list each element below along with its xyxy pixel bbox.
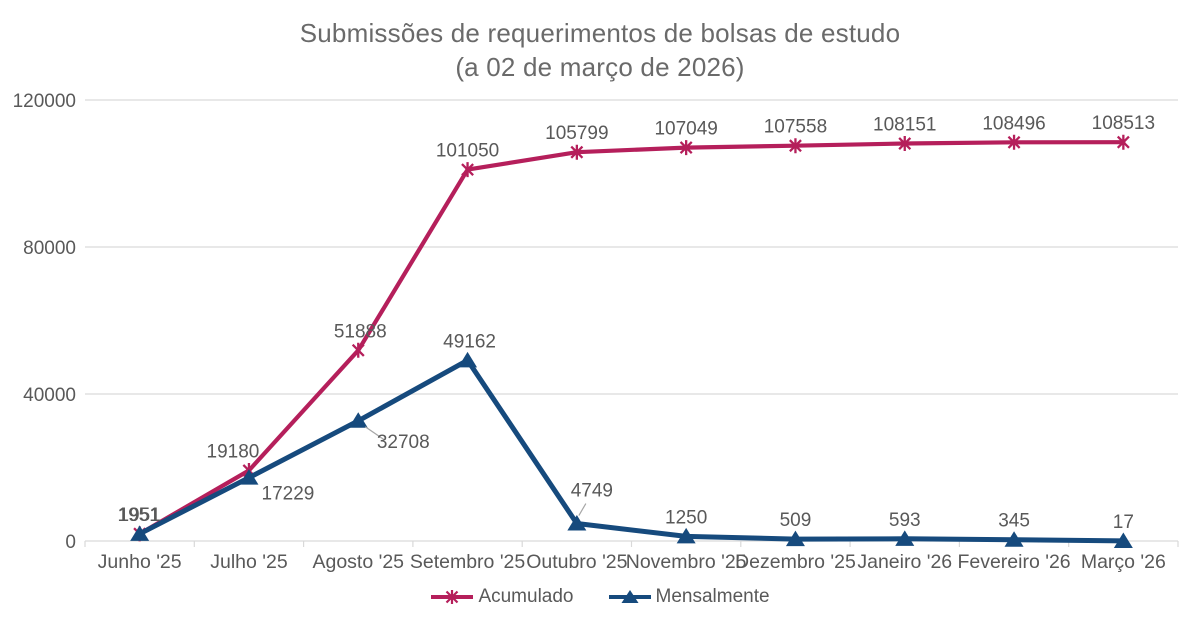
triangle-marker-icon: [676, 527, 696, 544]
data-label-mensalmente: 1250: [665, 507, 707, 528]
data-label-acumulado: 108151: [873, 115, 936, 136]
data-label-mensalmente: 593: [889, 510, 921, 531]
data-label-mensalmente: 345: [998, 511, 1030, 532]
data-label-acumulado: 107049: [654, 119, 717, 140]
x-axis-category-label: Janeiro '26: [857, 551, 952, 573]
data-label-mensalmente: 509: [780, 510, 812, 531]
acumulado-line-asterisk-icon: [431, 590, 474, 604]
triangle-marker-icon: [1113, 532, 1133, 548]
data-label-acumulado: 108496: [982, 113, 1045, 134]
asterisk-marker-icon: [461, 162, 474, 178]
triangle-marker-icon: [239, 469, 259, 485]
y-axis-tick-label: 120000: [13, 91, 76, 112]
x-axis-category-label: Agosto '25: [312, 551, 404, 573]
triangle-marker-icon: [1004, 531, 1024, 547]
triangle-marker-icon: [567, 515, 587, 531]
triangle-marker-icon: [348, 412, 368, 428]
x-axis-category-label: Março '26: [1081, 551, 1166, 573]
x-axis-category-label: Junho '25: [98, 551, 182, 573]
series-line-mensalmente: [137, 357, 1126, 544]
data-label-leader-line: [364, 426, 385, 441]
data-label-acumulado: 105799: [545, 123, 608, 144]
x-axis-category-label: Dezembro '25: [735, 551, 856, 573]
data-label-mensalmente: 1951: [118, 505, 160, 526]
asterisk-marker-icon: [789, 138, 802, 154]
asterisk-marker-icon: [1007, 134, 1021, 150]
data-label-mensalmente: 17229: [262, 484, 315, 505]
triangle-marker-icon: [130, 525, 150, 541]
data-label-acumulado: 51888: [334, 321, 387, 342]
legend-label-acumulado: Acumulado: [478, 586, 574, 607]
series-line-acumulado: [137, 140, 1126, 536]
chart-title-line2: (a 02 de março de 2026): [455, 52, 745, 82]
asterisk-marker-icon: [1116, 134, 1130, 150]
triangle-marker-icon: [895, 530, 915, 546]
asterisk-marker-icon: [898, 136, 912, 152]
data-label-mensalmente: 49162: [443, 331, 496, 352]
asterisk-marker-icon: [351, 342, 365, 358]
x-axis-category-label: Setembro '25: [410, 551, 526, 573]
data-label-leader-line: [578, 503, 587, 516]
triangle-marker-icon: [458, 351, 478, 368]
triangle-marker-icon: [785, 530, 805, 547]
data-label-acumulado: 1951: [119, 505, 161, 526]
mensalmente-line-triangle-icon: [608, 590, 651, 603]
asterisk-marker-icon: [679, 140, 693, 156]
x-axis-category-label: Outubro '25: [526, 551, 627, 573]
legend-item-mensalmente: Mensalmente: [608, 586, 770, 608]
data-label-acumulado: 108513: [1092, 113, 1155, 134]
asterisk-marker-icon: [570, 144, 584, 160]
data-label-mensalmente: 32708: [377, 432, 430, 453]
data-label-mensalmente: 4749: [571, 481, 613, 502]
legend-label-mensalmente: Mensalmente: [655, 586, 770, 607]
data-label-acumulado: 19180: [207, 442, 260, 463]
chart-title-line1: Submissões de requerimentos de bolsas de…: [299, 18, 901, 48]
data-label-acumulado: 107558: [764, 117, 827, 138]
legend-item-acumulado: Acumulado: [430, 586, 574, 608]
x-axis-category-label: Fevereiro '26: [957, 551, 1070, 573]
data-label-acumulado: 101050: [436, 141, 499, 162]
chart-title: Submissões de requerimentos de bolsas de…: [0, 16, 1200, 84]
x-axis-category-label: Novembro '25: [626, 551, 747, 573]
y-axis-tick-label: 80000: [23, 238, 76, 259]
data-label-mensalmente: 17: [1113, 512, 1134, 533]
y-axis-tick-label: 0: [65, 532, 76, 553]
chart-legend: Acumulado Mensalmente: [0, 586, 1200, 608]
line-chart-plot: 0 40000 80000 120000 Junho '25 Julho '25 Agost…: [13, 91, 1179, 573]
x-axis-category-label: Julho '25: [210, 551, 288, 573]
y-axis-tick-label: 40000: [23, 385, 76, 406]
